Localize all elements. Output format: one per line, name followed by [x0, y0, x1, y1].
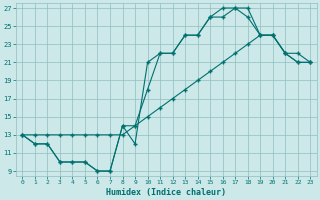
X-axis label: Humidex (Indice chaleur): Humidex (Indice chaleur) — [106, 188, 226, 197]
